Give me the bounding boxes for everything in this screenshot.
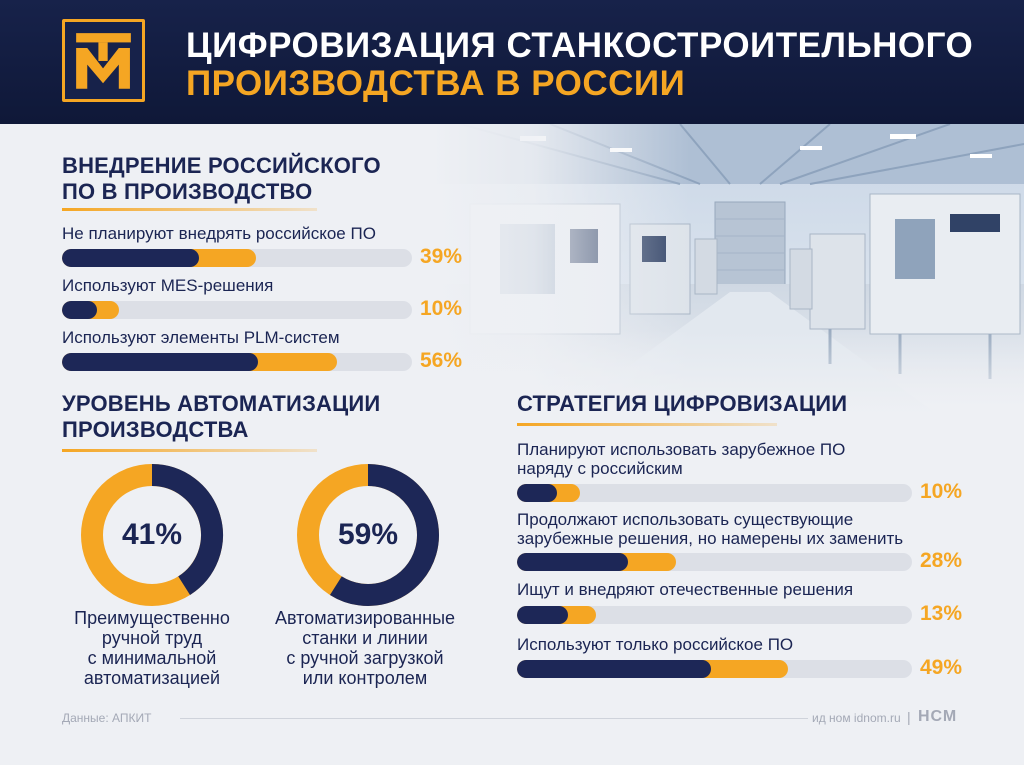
page-title-line-2: ПРОИЗВОДСТВА В РОССИИ [186, 64, 686, 103]
bar-value-label: 10% [920, 480, 963, 503]
bar-category-label: Используют только российское ПО [517, 635, 794, 654]
bar-category-label: Не планируют внедрять российское ПО [62, 224, 376, 243]
bar-value-label: 49% [920, 656, 963, 679]
donut-caption-manual: Преимущественно ручной труд с минимально… [74, 608, 230, 688]
bar-track [62, 249, 412, 267]
bar-track [517, 484, 912, 502]
bar-category-label: Планируют использовать зарубежное ПО [517, 440, 846, 459]
donut-chart-automated: 59% [293, 460, 443, 610]
section-title-automation: УРОВЕНЬ АВТОМАТИЗАЦИИ ПРОИЗВОДСТВА [62, 391, 381, 442]
bar-fill [62, 353, 258, 371]
bar-track [517, 553, 912, 571]
bar-track [517, 606, 912, 624]
bar-fill [517, 660, 711, 678]
bar-category-label: Ищут и внедряют отечественные решения [517, 580, 854, 599]
data-source: Данные: АПКИТ [62, 711, 152, 725]
section-title-implementation: ВНЕДРЕНИЕ РОССИЙСКОГО ПО В ПРОИЗВОДСТВО [62, 153, 381, 204]
header-banner: ЦИФРОВИЗАЦИЯ СТАНКОСТРОИТЕЛЬНОГО ПРОИЗВО… [0, 0, 1024, 124]
section-underline [62, 208, 317, 211]
bar-track [62, 353, 412, 371]
bar-track [517, 660, 912, 678]
footer-site: ид ном idnom.ru [812, 711, 901, 725]
bar-category-label: наряду с российским [517, 459, 683, 478]
bar-value-label: 39% [420, 245, 463, 268]
footer-divider [180, 718, 808, 719]
bar-value-label: 56% [420, 349, 463, 372]
bar-category-label: Используют MES-решения [62, 276, 274, 295]
bar-value-label: 10% [420, 297, 463, 320]
bar-category-label: Используют элементы PLM-систем [62, 328, 340, 347]
bar-fill [517, 484, 557, 502]
bar-track [62, 301, 412, 319]
bar-fill [517, 553, 628, 571]
tm-logo-icon [62, 19, 145, 102]
bar-fill [62, 249, 199, 267]
footer-brand-logo: НСМ [918, 708, 958, 725]
footer-separator: | [907, 709, 911, 725]
bar-value-label: 28% [920, 549, 963, 572]
section-title-strategy: СТРАТЕГИЯ ЦИФРОВИЗАЦИИ [517, 391, 848, 416]
donut-value-label: 41% [121, 518, 183, 551]
donut-segment-value [329, 464, 439, 606]
factory-fade-bottom [430, 330, 1024, 425]
donut-segment-value [151, 464, 223, 595]
bar-fill [517, 606, 569, 624]
donut-caption-automated: Автоматизированные станки и линии с ручн… [274, 608, 456, 688]
donut-value-label: 59% [337, 518, 399, 551]
bar-category-label: зарубежные решения, но намерены их замен… [517, 529, 904, 548]
bar-category-label: Продолжают использовать существующие [517, 510, 854, 529]
bar-value-label: 13% [920, 602, 963, 625]
section-underline [62, 449, 317, 452]
donut-chart-manual: 41% [77, 460, 227, 610]
bar-fill [62, 301, 97, 319]
page-title-line-1: ЦИФРОВИЗАЦИЯ СТАНКОСТРОИТЕЛЬНОГО [186, 26, 974, 65]
section-underline [517, 423, 777, 426]
